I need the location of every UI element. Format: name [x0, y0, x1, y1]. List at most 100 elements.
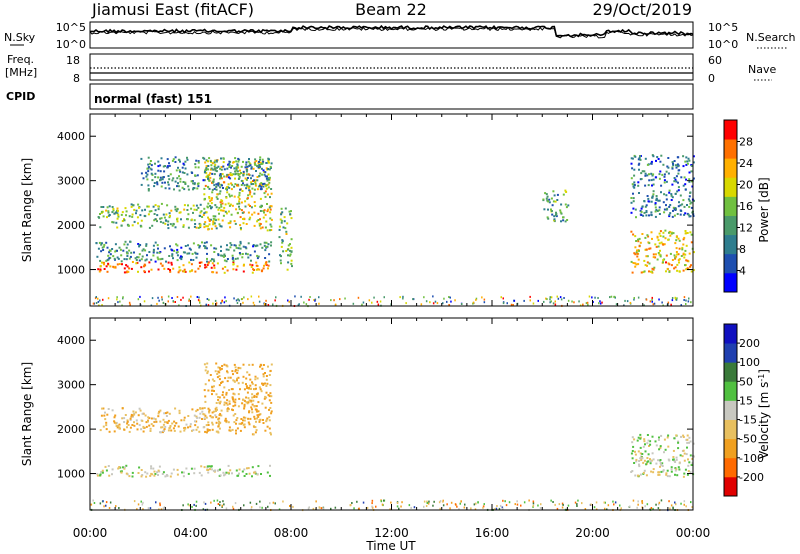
- velocity-scatter-cell: [176, 473, 179, 476]
- power-scatter-cell: [555, 213, 558, 215]
- power-scatter-cell: [247, 211, 250, 214]
- power-scatter-cell: [228, 204, 231, 207]
- power-scatter-cell: [143, 265, 145, 268]
- power-scatter-cell: [126, 252, 129, 255]
- power-scatter-cell: [629, 301, 632, 304]
- power-scatter-cell: [157, 268, 160, 271]
- velocity-scatter-cell: [221, 365, 224, 367]
- velocity-scatter-cell: [265, 419, 268, 422]
- power-scatter-cell: [638, 249, 640, 252]
- power-scatter-cell: [247, 242, 250, 245]
- power-scatter-cell: [383, 296, 385, 299]
- power-scatter-cell: [270, 162, 273, 165]
- power-scatter-cell: [211, 188, 214, 191]
- velocity-scatter-cell: [631, 457, 634, 460]
- power-scatter-cell: [663, 179, 666, 182]
- power-scatter-cell: [232, 173, 235, 176]
- power-scatter-cell: [213, 187, 216, 190]
- power-scatter-cell: [263, 244, 266, 247]
- velocity-scatter-cell: [561, 502, 564, 505]
- velocity-scatter-cell: [439, 500, 442, 503]
- velocity-scatter-cell: [96, 473, 99, 476]
- power-scatter-cell: [150, 168, 153, 171]
- velocity-scatter-cell: [162, 418, 165, 421]
- velocity-scatter-cell: [144, 471, 147, 474]
- power-scatter-cell: [157, 296, 159, 299]
- power-scatter-cell: [255, 179, 258, 182]
- velocity-scatter-cell: [232, 400, 235, 403]
- velocity-scatter-cell: [226, 370, 228, 373]
- power-scatter-cell: [551, 213, 554, 216]
- power-scatter-cell: [181, 186, 184, 189]
- power-scatter-cell: [682, 252, 685, 255]
- power-scatter-cell: [270, 188, 273, 190]
- power-scatter-cell: [257, 162, 260, 165]
- velocity-scatter-cell: [254, 431, 257, 434]
- power-scatter-cell: [194, 163, 197, 166]
- velocity-scatter-cell: [206, 428, 209, 431]
- power-scatter-cell: [138, 244, 141, 247]
- power-scatter-cell: [198, 261, 201, 264]
- power-scatter-cell: [225, 196, 228, 199]
- power-scatter-cell: [97, 216, 100, 218]
- power-scatter-cell: [192, 259, 195, 261]
- power-scatter-cell: [240, 179, 243, 182]
- power-scatter-cell: [116, 217, 119, 220]
- power-scatter-cell: [405, 302, 407, 305]
- power-scatter-cell: [151, 173, 154, 176]
- velocity-scatter-cell: [204, 400, 207, 403]
- power-scatter-cell: [284, 227, 287, 230]
- power-scatter-cell: [566, 219, 569, 221]
- velocity-scatter-cell: [318, 506, 321, 509]
- power-scatter-cell: [112, 255, 115, 258]
- power-scatter-cell: [546, 298, 548, 301]
- power-scatter-cell: [167, 220, 170, 223]
- power-scatter-cell: [159, 164, 162, 167]
- power-scatter-cell: [184, 160, 187, 163]
- velocity-scatter-cell: [516, 500, 518, 503]
- velocity-scatter-cell: [102, 425, 105, 428]
- power-scatter-cell: [220, 254, 223, 257]
- velocity-scatter-cell: [232, 379, 235, 382]
- power-scatter-cell: [243, 184, 246, 187]
- power-scatter-cell: [402, 295, 404, 298]
- velocity-scatter-cell: [105, 421, 108, 424]
- power-scatter-cell: [550, 197, 553, 200]
- velocity-scatter-cell: [680, 502, 682, 505]
- velocity-scatter-cell: [248, 472, 251, 475]
- velocity-scatter-cell: [666, 469, 669, 472]
- power-scatter-cell: [130, 203, 133, 206]
- velocity-scatter-cell: [116, 426, 119, 429]
- power-scatter-cell: [178, 269, 181, 272]
- velocity-scatter-cell: [162, 430, 165, 432]
- power-scatter-cell: [111, 221, 114, 224]
- power-scatter-cell: [199, 224, 202, 227]
- power-scatter-cell: [362, 301, 365, 304]
- power-scatter-cell: [241, 211, 244, 214]
- power-scatter-cell: [261, 246, 264, 249]
- power-scatter-cell: [637, 158, 640, 161]
- power-scatter-cell: [161, 181, 164, 184]
- y-tick-label: 1000: [57, 468, 85, 481]
- power-scatter-cell: [281, 239, 284, 242]
- power-scatter-cell: [639, 158, 642, 161]
- power-scatter-cell: [263, 192, 266, 195]
- power-scatter-cell: [259, 172, 262, 175]
- power-scatter-cell: [182, 181, 185, 183]
- velocity-scatter-cell: [219, 468, 221, 471]
- velocity-scatter-cell: [270, 401, 273, 404]
- power-scatter-cell: [671, 299, 674, 302]
- power-scatter-cell: [215, 227, 218, 230]
- velocity-scatter-cell: [641, 457, 644, 460]
- velocity-scatter-cell: [274, 502, 276, 505]
- power-scatter-cell: [213, 161, 216, 164]
- power-scatter-cell: [140, 183, 143, 186]
- power-scatter-cell: [646, 264, 648, 267]
- power-scatter-cell: [658, 209, 661, 212]
- power-scatter-cell: [510, 303, 513, 306]
- velocity-scatter-cell: [686, 438, 689, 441]
- power-scatter-cell: [168, 187, 171, 190]
- velocity-scatter-cell: [214, 370, 217, 373]
- power-scatter-cell: [230, 188, 233, 191]
